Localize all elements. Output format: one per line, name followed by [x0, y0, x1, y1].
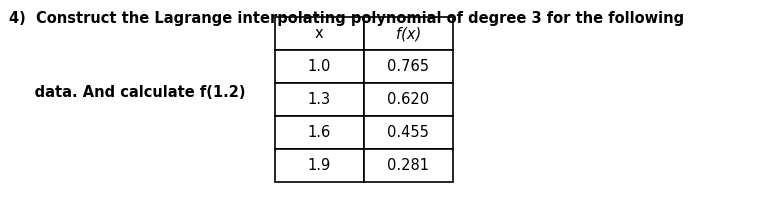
Bar [364, 83, 453, 116]
Bar [364, 149, 453, 182]
Bar [364, 50, 453, 83]
Bar [275, 83, 364, 116]
Text: f(x): f(x) [396, 26, 421, 41]
Text: 1.3: 1.3 [308, 92, 330, 107]
Text: 1.9: 1.9 [307, 158, 331, 173]
Text: 0.765: 0.765 [387, 59, 430, 74]
Bar [275, 149, 364, 182]
Text: 0.620: 0.620 [387, 92, 430, 107]
Bar [364, 116, 453, 149]
Bar [275, 50, 364, 83]
Text: 0.281: 0.281 [387, 158, 430, 173]
Bar [364, 17, 453, 50]
Text: x: x [315, 26, 324, 41]
Text: 0.455: 0.455 [387, 125, 430, 140]
Bar [275, 116, 364, 149]
Text: data. And calculate f(1.2): data. And calculate f(1.2) [9, 85, 246, 100]
Text: 1.6: 1.6 [307, 125, 331, 140]
Text: 4)  Construct the Lagrange interpolating polynomial of degree 3 for the followin: 4) Construct the Lagrange interpolating … [9, 11, 684, 26]
Bar [275, 17, 364, 50]
Text: 1.0: 1.0 [307, 59, 331, 74]
